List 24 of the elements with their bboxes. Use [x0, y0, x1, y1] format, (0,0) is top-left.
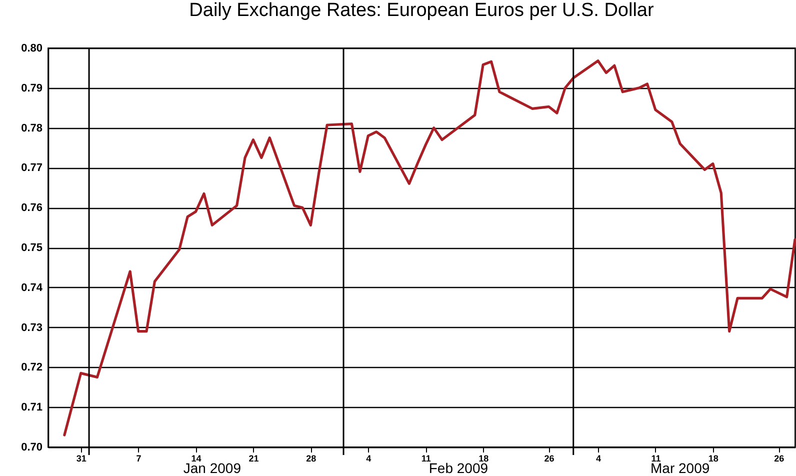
- x-tick-label: 31: [76, 454, 86, 464]
- x-tick-label: 7: [136, 454, 142, 464]
- y-tick-label: 0.71: [21, 402, 42, 414]
- x-tick-label: 18: [708, 454, 718, 464]
- y-tick-label: 0.72: [21, 362, 42, 374]
- y-tick-label: 0.76: [21, 202, 42, 214]
- x-tick-label: 28: [306, 454, 316, 464]
- y-tick-label: 0.70: [21, 442, 42, 454]
- x-tick-label: 21: [248, 454, 259, 464]
- y-tick-label: 0.75: [21, 242, 42, 254]
- y-tick-label: 0.78: [21, 122, 42, 134]
- x-tick-label: 11: [421, 454, 431, 464]
- chart-title: Daily Exchange Rates: European Euros per U.S. Dollar: [189, 0, 655, 21]
- x-tick-label: 26: [544, 454, 554, 464]
- x-tick-label: 4: [366, 454, 372, 464]
- y-tick-label: 0.74: [21, 282, 44, 294]
- x-tick-label: 18: [478, 454, 489, 464]
- line-series: [63, 59, 796, 436]
- y-tick-label: 0.80: [21, 42, 42, 54]
- x-tick-label: 26: [774, 454, 784, 464]
- y-tick-label: 0.79: [21, 82, 42, 94]
- y-tick-label: 0.73: [21, 322, 42, 334]
- x-tick-label: 4: [596, 454, 601, 464]
- y-tick-label: 0.77: [21, 162, 42, 174]
